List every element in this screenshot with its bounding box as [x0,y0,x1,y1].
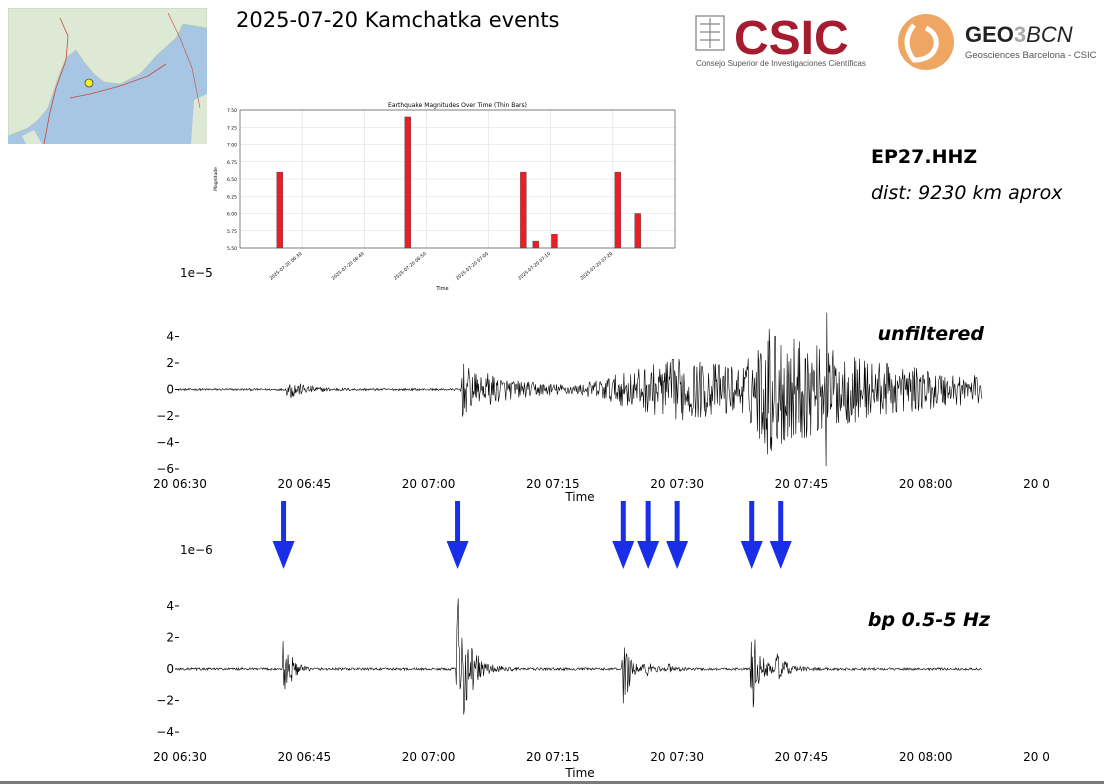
mag-bar [404,116,411,249]
mag-bar [276,171,283,249]
mag-bar [614,171,622,249]
trace-ytick-label: 4 [166,599,174,613]
trace-ytick-label: 2 [166,356,174,370]
unfiltered-trace-chart: 1e−5 4 2 0 −2 −4 −620 06:30 20 06:45 20 07:00 20 … [153,266,1050,504]
trace-xtick-label: 20 08:15 [1023,477,1050,491]
csic-logo-subtitle: Consejo Superior de Investigaciones Cien… [696,59,866,68]
trace-ytick-label: 0 [166,383,174,397]
trace-xtick-label: 20 07:45 [775,750,829,764]
magnitude-chart: Earthquake Magnitudes Over Time (Thin Ba… [213,102,676,292]
land-area [8,8,207,137]
event-arrow-icon [666,501,689,569]
land-area-south [22,130,42,144]
trace-label: unfiltered [878,323,985,345]
epicenter-marker [84,78,94,88]
trace-xtick-label: 20 07:30 [650,477,704,491]
mag-ytick-label: 7.00 [227,143,237,149]
trace-xtick-label: 20 08:00 [899,750,953,764]
waveform-line [177,598,983,715]
plate-boundary-west [43,17,69,144]
trace-ytick-label: −2 [156,409,174,423]
trace-xtick-label: 20 07:00 [402,477,456,491]
mag-ytick-label: 7.50 [227,108,237,114]
land-area-east [191,94,207,144]
trace-ytick-label: 2 [166,630,174,644]
trace-ytick-label: −4 [156,436,174,450]
mag-xlabel: Time [435,286,448,292]
bottom-bar [0,781,1104,784]
event-arrow-icon [612,501,635,569]
mag-bar [520,171,527,249]
trace-xlabel: Time [564,490,594,504]
trace-ytick-label: −6 [156,462,174,476]
trace-label: bp 0.5-5 Hz [868,609,991,631]
plate-boundary-east [167,12,201,109]
trace-exponent: 1e−5 [180,266,213,280]
trace-xtick-label: 20 06:45 [277,477,331,491]
mag-ytick-label: 6.50 [227,177,237,183]
trace-xtick-label: 20 07:00 [402,750,456,764]
trace-xtick-label: 20 06:30 [153,750,207,764]
plate-boundary-arc [69,63,167,99]
station-code: EP27.HHZ [871,146,978,168]
station-distance: dist: 9230 km aprox [871,182,1063,204]
mag-plot-frame [239,109,676,249]
geo3bcn-logo-subtitle: Geosciences Barcelona - CSIC [965,50,1097,61]
mag-ytick-label: 6.75 [227,160,237,166]
trace-xtick-label: 20 07:30 [650,750,704,764]
event-arrow-icon [446,501,469,569]
trace-xtick-label: 20 08:00 [899,477,953,491]
trace-ytick-label: 0 [166,662,174,676]
geo3bcn-logo-text: GEO3BCN [965,22,1073,47]
mag-ytick-label: 7.25 [227,125,237,131]
waveform-line [178,312,983,467]
trace-ytick-label: 4 [166,330,174,344]
mag-ytick-label: 6.00 [227,212,237,218]
location-map [8,8,207,144]
trace-xtick-label: 20 08:15 [1023,750,1050,764]
trace-exponent: 1e−6 [180,543,213,557]
mag-ytick-label: 5.75 [227,229,237,235]
institution-logos: CSIC Consejo Superior de Investigaciones… [695,12,1097,70]
mag-ylabel: Magnitude [213,167,219,191]
mag-bar [551,233,558,249]
trace-xtick-label: 20 06:30 [153,477,207,491]
csic-emblem-icon [695,15,725,51]
mag-bar [634,213,641,249]
trace-xtick-label: 20 07:15 [526,750,580,764]
trace-ytick-label: −4 [156,725,174,739]
event-arrow-icon [769,501,792,569]
csic-logo-text: CSIC [734,12,849,65]
page-title: 2025-07-20 Kamchatka events [236,8,560,32]
event-arrow-icon [272,501,295,569]
mag-bar [532,240,539,249]
trace-xtick-label: 20 07:45 [775,477,829,491]
trace-xtick-label: 20 06:45 [277,750,331,764]
event-arrow-icon [740,501,763,569]
event-arrow-icon [637,501,660,569]
mag-chart-title: Earthquake Magnitudes Over Time (Thin Ba… [388,102,527,109]
trace-ytick-label: −2 [156,694,174,708]
trace-xlabel: Time [564,766,594,780]
trace-xtick-label: 20 07:15 [526,477,580,491]
mag-ytick-label: 6.25 [227,194,237,200]
bandpass-trace-chart: 1e−6 4 2 0 −2 −4 20 06:30 20 06:45 20 07:00 20 07… [153,501,1050,780]
mag-ytick-label: 5.50 [227,246,237,252]
